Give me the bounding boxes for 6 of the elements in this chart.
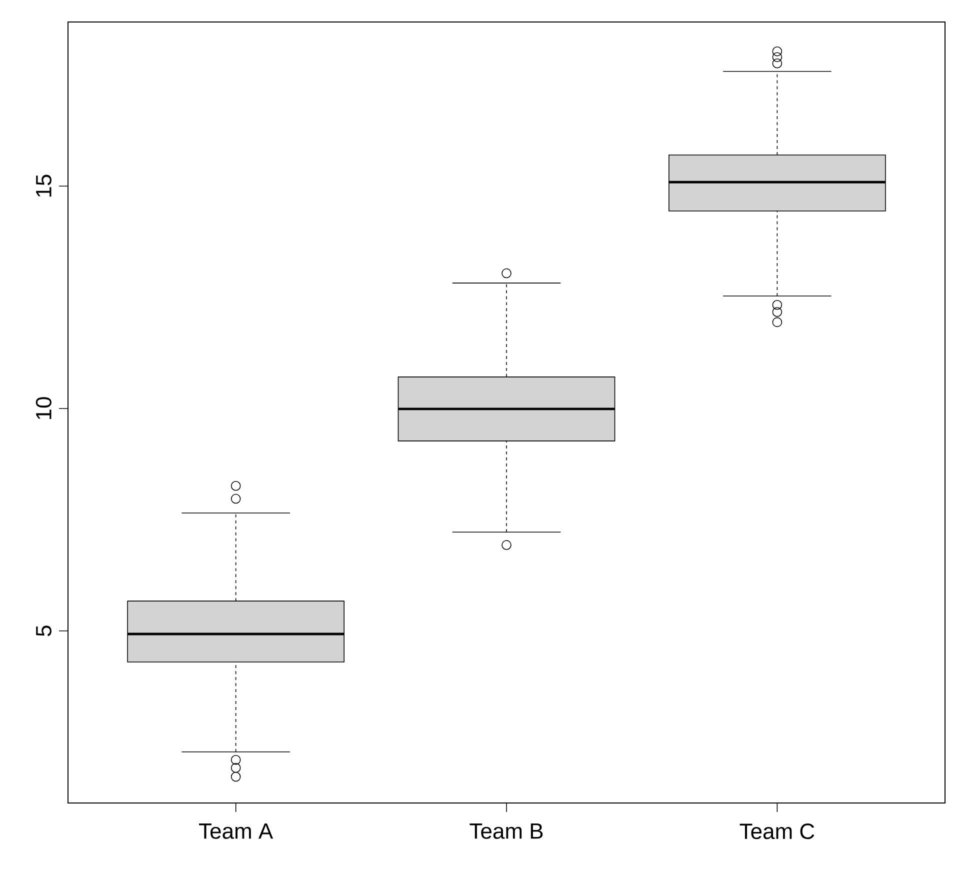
y-tick-label: 5: [36, 626, 52, 636]
y-tick-label: 10: [36, 397, 52, 420]
y-tick-label: 15: [36, 174, 52, 197]
x-tick-label: Team B: [470, 824, 543, 839]
x-tick-label: Team A: [199, 824, 274, 839]
x-tick-label: Team C: [740, 824, 814, 840]
